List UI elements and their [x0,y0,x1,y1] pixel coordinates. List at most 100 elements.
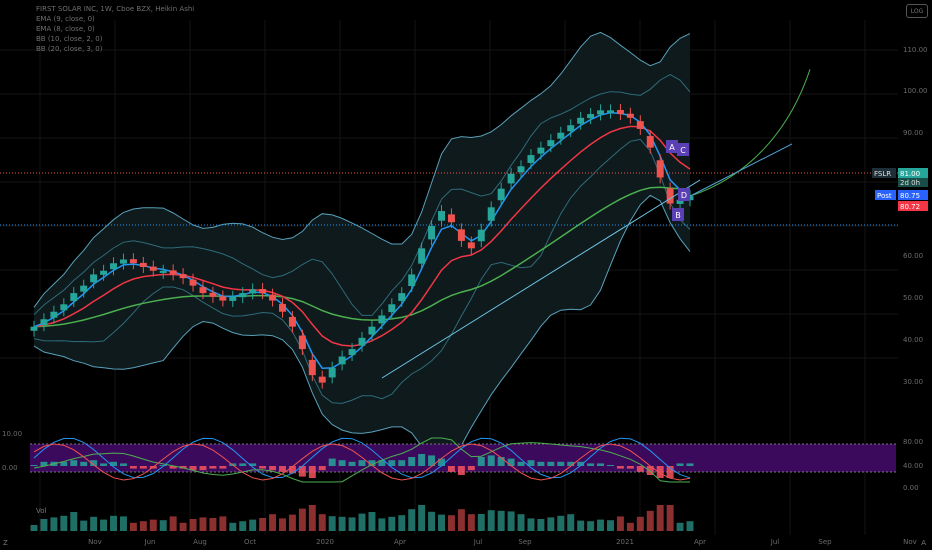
histogram-bar [358,460,366,466]
candle-body [219,296,227,301]
volume-bar [527,518,535,531]
volume-bar [60,515,68,531]
volume-bar [626,522,634,531]
volume-bar [398,515,406,531]
volume-bar [636,516,644,531]
indicator-ema-9[interactable]: EMA (9, close, 0) [36,15,95,23]
volume-bar [507,511,515,531]
indicator-bb-20[interactable]: BB (20, close, 3, 0) [36,45,103,53]
volume-bar [50,517,58,531]
candle-body [100,270,108,275]
oscillator-line-red [33,443,691,481]
post-tag-bg [875,190,896,200]
volume-bar [100,519,108,531]
candle-body [308,359,316,376]
candle-body [90,274,98,283]
auto-scale-icon[interactable]: A [921,539,926,547]
oscillator-right-label: 0.00 [903,484,919,492]
candle-body [646,136,654,148]
volume-bar [80,520,88,531]
log-scale-button[interactable]: LOG [906,4,928,18]
volume-bar [279,518,286,531]
candle-body [269,294,277,301]
zoom-icon[interactable]: Z [3,539,8,547]
wave-label: A [669,143,675,152]
volume-bar [90,516,98,531]
histogram-bar [110,461,117,466]
volume-bar [139,521,147,531]
bollinger-inner-upper [33,74,691,316]
histogram-bar [139,466,147,469]
histogram-bar [487,455,495,466]
histogram-bar [298,466,306,477]
volume-bar [149,519,157,531]
candle-body [358,337,366,346]
candle-body [477,229,485,242]
histogram-bar [537,461,545,466]
histogram-bar [338,460,346,466]
wave-label: B [675,211,681,220]
candle-body [239,293,247,298]
oscillator-left-label: 10.00 [2,430,22,438]
histogram-bar [119,463,127,466]
volume-bar [487,510,495,531]
histogram-bar [587,463,595,466]
histogram-bar [676,463,684,466]
histogram-bar [656,466,664,478]
countdown-tag-bg [898,178,928,187]
indicator-bb-10[interactable]: BB (10, close, 2, 0) [36,35,103,43]
candle-body [507,173,515,184]
post-price-tag-bg [898,190,928,200]
volume-bar [607,520,614,531]
candle-body [597,110,605,115]
volume-bar [557,515,565,531]
wave-marker [677,143,689,156]
histogram-bar [597,463,605,466]
volume-bar [378,518,386,531]
wave-marker [678,188,690,201]
candle-body [666,188,674,204]
candle-body [50,311,58,318]
histogram-bar [159,465,167,466]
volume-bar [189,519,197,531]
oscillator-right-label: 80.00 [903,438,923,446]
volume-bar [179,522,187,531]
volume-bar [428,511,436,531]
x-tick-label: Sep [818,538,832,546]
y-tick-label: 60.00 [903,252,923,260]
symbol-tag-bg [872,168,896,178]
histogram-bar [507,458,515,466]
indicator-ema-8[interactable]: EMA (8, close, 0) [36,25,95,33]
candle-body [169,270,177,275]
wave-label: C [680,146,686,155]
volume-bar [438,514,445,531]
volume-bar [338,516,346,531]
candle-body [457,229,465,241]
candle-body [557,132,565,139]
volume-bar [288,514,296,531]
candle-body [318,376,326,383]
volume-bar [577,520,585,531]
volume-bar [269,514,277,531]
candle-body [199,287,207,294]
x-tick-label: Nov [88,538,102,546]
volume-bar [567,514,575,531]
volume-bar [457,509,465,531]
candle-body [676,199,684,204]
histogram-bar [129,466,137,469]
chart-legend: FIRST SOLAR INC, 1W, Cboe BZX, Heikin As… [36,4,194,54]
histogram-bar [547,461,555,466]
candle-body [567,125,575,132]
x-tick-label: Apr [394,538,406,546]
histogram-bar [348,461,356,466]
volume-bar [199,517,207,531]
candle-body [487,207,495,221]
y-tick-label: 30.00 [903,378,923,386]
candle-body [587,114,595,119]
candle-body [338,356,346,365]
candle-body [40,319,48,326]
histogram-bar [239,463,247,466]
histogram-bar [666,466,674,478]
wave-marker [672,208,684,221]
